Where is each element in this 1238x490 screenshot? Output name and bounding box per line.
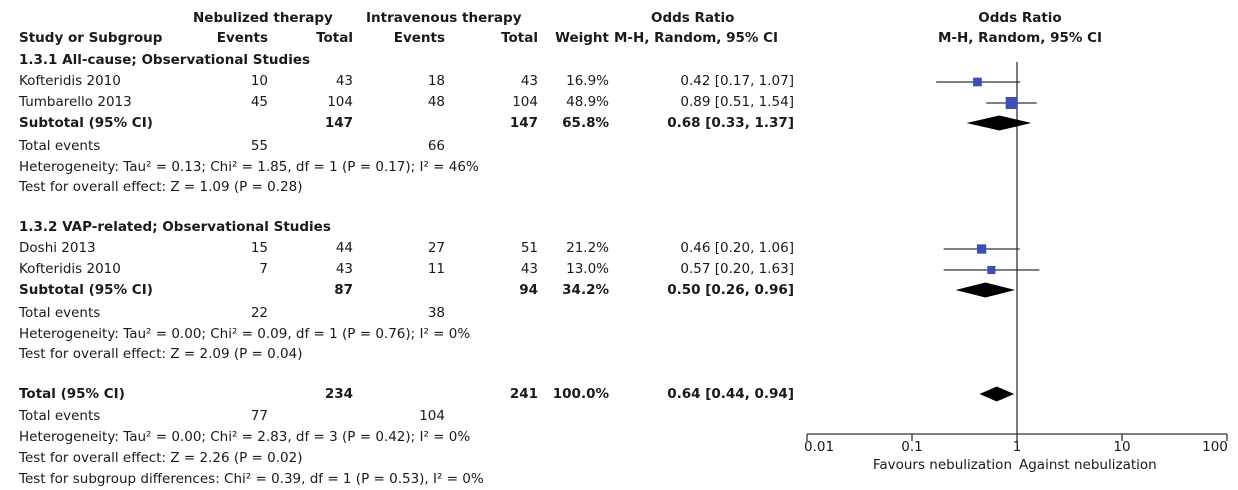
pooled-diamond (966, 115, 1032, 131)
total1-cell: 43 (335, 261, 353, 277)
total1-cell: 234 (324, 386, 353, 402)
events1-cell: 10 (250, 73, 268, 89)
study-marker (987, 265, 996, 275)
method-plot-header: M-H, Random, 95% CI (937, 30, 1103, 46)
events2-cell: 48 (427, 94, 445, 110)
total1-cell: 147 (324, 115, 353, 131)
overall-effect-text: Test for overall effect: Z = 1.09 (P = 0… (19, 179, 303, 195)
heterogeneity-text: Heterogeneity: Tau² = 0.13; Chi² = 1.85,… (19, 159, 479, 175)
events1-cell: 7 (259, 261, 268, 277)
weight-cell: 21.2% (566, 240, 609, 256)
total1-cell: 44 (335, 240, 353, 256)
total-events-label: Total events (19, 305, 101, 321)
subtotal-label: Subtotal (95% CI) (19, 282, 153, 298)
study-column-header: Study or Subgroup (19, 30, 163, 46)
heterogeneity-text: Heterogeneity: Tau² = 0.00; Chi² = 0.09,… (19, 326, 471, 342)
total2-cell: 43 (520, 73, 538, 89)
total2-cell: 43 (520, 261, 538, 277)
weight-cell: 16.9% (566, 73, 609, 89)
total2-cell: 51 (520, 240, 538, 256)
subgroup-title: 1.3.2 VAP-related; Observational Studies (19, 219, 331, 235)
weight-cell: 100.0% (552, 386, 609, 402)
ci-cell: 0.89 [0.51, 1.54] (680, 94, 794, 110)
favours-right-label: Against nebulization (1019, 457, 1157, 473)
x-tick-label: 100 (1202, 439, 1228, 455)
weight-cell: 48.9% (566, 94, 609, 110)
total2-cell: 104 (512, 94, 538, 110)
weight-cell: 34.2% (562, 282, 609, 298)
study-name: Tumbarello 2013 (19, 94, 132, 110)
overall-effect-text: Test for overall effect: Z = 2.26 (P = 0… (19, 450, 303, 466)
ci-cell: 0.46 [0.20, 1.06] (680, 240, 794, 256)
heterogeneity-text: Heterogeneity: Tau² = 0.00; Chi² = 2.83,… (19, 429, 471, 445)
odds-ratio-plot-header: Odds Ratio (978, 10, 1062, 26)
group2-header: Intravenous therapy (366, 10, 522, 26)
weight-cell: 65.8% (562, 115, 609, 131)
events1-cell: 55 (250, 138, 268, 154)
ci-cell: 0.42 [0.17, 1.07] (680, 73, 794, 89)
study-marker (976, 244, 987, 254)
total-events-label: Total events (19, 138, 101, 154)
ci-cell: 0.68 [0.33, 1.37] (667, 115, 794, 131)
study-name: Kofteridis 2010 (19, 261, 121, 277)
total-events-label: Total events (19, 408, 101, 424)
events1-cell: 77 (250, 408, 268, 424)
total2-cell: 94 (519, 282, 538, 298)
total2-cell: 241 (509, 386, 538, 402)
events1-cell: 22 (250, 305, 268, 321)
study-name: Doshi 2013 (19, 240, 96, 256)
weight-cell: 13.0% (566, 261, 609, 277)
x-tick-label: 0.1 (901, 439, 922, 455)
subgroup-differences-text: Test for subgroup differences: Chi² = 0.… (19, 471, 484, 487)
overall-effect-text: Test for overall effect: Z = 2.09 (P = 0… (19, 346, 303, 362)
ci-cell: 0.57 [0.20, 1.63] (680, 261, 794, 277)
total-label: Total (95% CI) (19, 386, 125, 402)
favours-left-label: Favours nebulization (872, 457, 1012, 473)
total1-cell: 43 (335, 73, 353, 89)
weight-header: Weight (555, 30, 609, 46)
events2-cell: 11 (427, 261, 445, 277)
odds-ratio-table-header: Odds Ratio (651, 10, 735, 26)
events2-cell: 66 (427, 138, 445, 154)
events1-header: Events (216, 30, 268, 46)
pooled-diamond (955, 282, 1016, 298)
method-table-header: M-H, Random, 95% CI (614, 30, 779, 46)
group1-header: Nebulized therapy (193, 10, 333, 26)
x-tick-label: 0.01 (804, 439, 834, 455)
x-tick-label: 1 (1013, 439, 1022, 455)
study-marker (973, 77, 982, 87)
total1-header: Total (316, 30, 353, 46)
total2-header: Total (501, 30, 538, 46)
events1-cell: 45 (250, 94, 268, 110)
subgroup-title: 1.3.1 All-cause; Observational Studies (19, 52, 311, 68)
events1-cell: 15 (250, 240, 268, 256)
events2-cell: 38 (427, 305, 445, 321)
total1-cell: 104 (327, 94, 353, 110)
x-tick-label: 10 (1113, 439, 1130, 455)
ci-cell: 0.64 [0.44, 0.94] (667, 386, 794, 402)
pooled-diamond (979, 386, 1015, 402)
events2-cell: 18 (427, 73, 445, 89)
events2-cell: 27 (427, 240, 445, 256)
total1-cell: 87 (334, 282, 353, 298)
events2-cell: 104 (419, 408, 445, 424)
subtotal-label: Subtotal (95% CI) (19, 115, 153, 131)
study-marker (1005, 96, 1018, 110)
events2-header: Events (393, 30, 445, 46)
total2-cell: 147 (509, 115, 538, 131)
ci-cell: 0.50 [0.26, 0.96] (667, 282, 794, 298)
study-name: Kofteridis 2010 (19, 73, 121, 89)
